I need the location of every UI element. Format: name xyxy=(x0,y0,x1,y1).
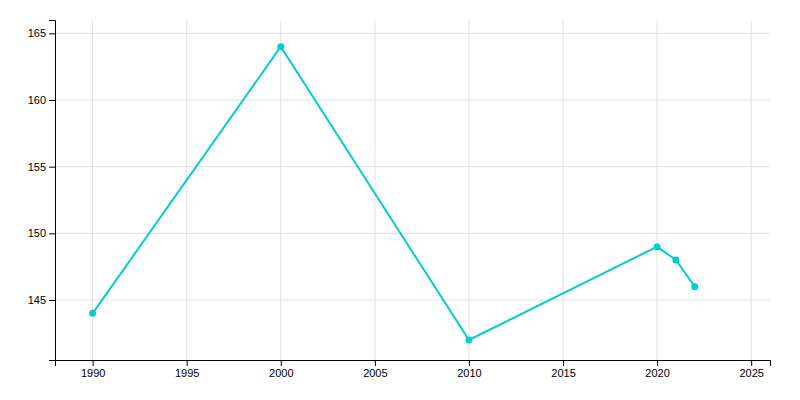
y-tick-mark xyxy=(49,33,55,34)
x-grid-line xyxy=(468,20,469,360)
point xyxy=(465,337,472,344)
y-tick: 160 xyxy=(28,94,55,106)
y-tick: 150 xyxy=(28,227,55,239)
x-tick-mark xyxy=(375,360,376,366)
point xyxy=(277,43,284,50)
chart-svg: 1990 1995 2000 2005 2010 2015 2020 2025 145 150 15… xyxy=(0,0,800,400)
point xyxy=(654,243,661,250)
x-grid-line xyxy=(280,20,281,360)
line xyxy=(93,47,695,340)
chart-container: 1990 1995 2000 2005 2010 2015 2020 2025 145 150 15… xyxy=(0,0,800,400)
y-tick-mark xyxy=(49,233,55,234)
y-tick: 165 xyxy=(28,27,55,39)
point xyxy=(691,283,698,290)
x-tick-mark xyxy=(657,360,658,366)
x-grid-line xyxy=(563,20,564,360)
plot-area: 1990 1995 2000 2005 2010 2015 2020 2025 145 150 15… xyxy=(28,20,771,379)
y-grid-line xyxy=(55,233,770,234)
x-tick-mark xyxy=(281,360,282,366)
x-grid-line xyxy=(186,20,187,360)
y-tick-label: 155 xyxy=(28,161,46,173)
y-tick-mark xyxy=(49,100,55,101)
x-grid-line xyxy=(751,20,752,360)
x-tick: 2020 xyxy=(645,360,669,379)
x-tick-label: 2005 xyxy=(363,367,387,379)
x-tick-label: 2010 xyxy=(457,367,481,379)
x-tick-label: 2025 xyxy=(739,367,763,379)
x-axis-line xyxy=(56,361,771,367)
y-grid-line xyxy=(55,300,770,301)
y-tick-mark xyxy=(49,300,55,301)
marks xyxy=(89,43,698,343)
x-tick: 2005 xyxy=(363,360,387,379)
x-tick-label: 2000 xyxy=(269,367,293,379)
y-grid-line xyxy=(55,100,770,101)
x-grid-line xyxy=(92,20,93,360)
y-tick-mark xyxy=(49,167,55,168)
y-tick-label: 150 xyxy=(28,227,46,239)
x-tick-mark xyxy=(751,360,752,366)
y-axis-line xyxy=(49,21,56,361)
x-tick-label: 1995 xyxy=(175,367,199,379)
y-tick-label: 160 xyxy=(28,94,46,106)
x-tick-mark xyxy=(563,360,564,366)
x-tick-mark xyxy=(469,360,470,366)
point xyxy=(672,257,679,264)
y-grid-line xyxy=(55,33,770,34)
x-grid-line xyxy=(657,20,658,360)
x-tick: 1995 xyxy=(175,360,199,379)
y-axis: 145 150 155 160 165 xyxy=(28,21,56,361)
x-tick: 2000 xyxy=(269,360,293,379)
x-tick: 1990 xyxy=(81,360,105,379)
x-tick-label: 2015 xyxy=(551,367,575,379)
x-tick-label: 2020 xyxy=(645,367,669,379)
x-grid-line xyxy=(374,20,375,360)
y-tick-label: 165 xyxy=(28,27,46,39)
x-axis: 1990 1995 2000 2005 2010 2015 2020 2025 xyxy=(56,360,771,379)
x-tick: 2025 xyxy=(739,360,763,379)
x-tick: 2015 xyxy=(551,360,575,379)
x-tick-mark xyxy=(93,360,94,366)
y-tick: 145 xyxy=(28,294,55,306)
x-tick-mark xyxy=(187,360,188,366)
grid xyxy=(55,20,770,360)
y-grid-line xyxy=(55,166,770,167)
point xyxy=(89,310,96,317)
y-tick-label: 145 xyxy=(28,294,46,306)
x-tick-label: 1990 xyxy=(81,367,105,379)
y-tick: 155 xyxy=(28,161,55,173)
x-tick: 2010 xyxy=(457,360,481,379)
